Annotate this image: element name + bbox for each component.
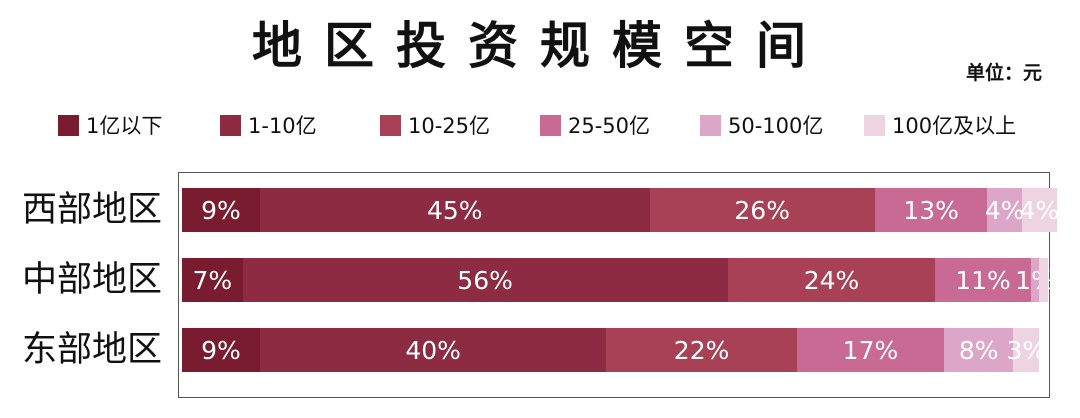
legend-item-2: 10-25亿 [380, 108, 490, 142]
bar-segment: 8% [944, 328, 1014, 372]
legend-swatch [864, 114, 885, 136]
bar-segment: 26% [649, 188, 875, 232]
legend-item-0: 1亿以下 [58, 108, 162, 142]
legend-label: 25-50亿 [568, 114, 651, 138]
data-label: 22% [673, 335, 730, 365]
bar-segment: 7% [182, 258, 243, 302]
legend-item-5: 100亿及以上 [864, 108, 1016, 142]
data-label: 13% [903, 195, 959, 225]
bar-segment [1039, 258, 1048, 302]
data-label: 40% [405, 335, 461, 365]
data-label: 24% [803, 265, 860, 295]
data-label: 4% [984, 195, 1025, 225]
legend-item-3: 25-50亿 [540, 108, 650, 142]
bar-segment: 4% [1019, 188, 1060, 232]
bar-segment: 9% [182, 328, 260, 372]
legend-swatch [220, 114, 241, 136]
legend-swatch [700, 114, 721, 136]
legend-item-1: 1-10亿 [220, 108, 317, 142]
category-label-central: 中部地区 [22, 260, 163, 300]
bar-row-east: 9% 40% 22% 17% 8% 3% [182, 328, 1048, 372]
legend-swatch [380, 114, 401, 136]
bar-segment: 9% [182, 188, 260, 232]
data-label: 4% [1019, 195, 1060, 225]
unit-label: 单位：元 [965, 62, 1042, 84]
bar-segment: 22% [606, 328, 797, 372]
data-label: 1% [1015, 265, 1055, 295]
data-label: 56% [457, 265, 513, 295]
legend-swatch [540, 114, 561, 136]
legend-label: 1亿以下 [86, 114, 163, 138]
legend-swatch [58, 114, 79, 136]
data-label: 26% [734, 195, 790, 225]
bar-segment: 4% [984, 188, 1025, 232]
bar-row-central: 7% 56% 24% 11% 1% [182, 258, 1055, 302]
data-label: 3% [1006, 335, 1047, 365]
data-label: 7% [192, 265, 233, 295]
bar-segment: 24% [727, 258, 936, 302]
data-label: 17% [842, 335, 899, 365]
bar-segment: 11% [935, 258, 1031, 302]
data-label: 8% [958, 335, 999, 365]
bar-segment: 45% [259, 188, 650, 232]
category-label-east: 东部地区 [22, 330, 163, 370]
data-label: 11% [955, 265, 1011, 295]
legend-label: 50-100亿 [728, 114, 824, 138]
bar-segment: 1% [1015, 258, 1055, 302]
data-label: 9% [201, 335, 241, 365]
legend-label: 1-10亿 [248, 114, 317, 138]
bar-segment: 17% [796, 328, 945, 372]
bar-row-west: 9% 45% 26% 13% 4% 4% [182, 188, 1059, 232]
bar-segment: 40% [259, 328, 607, 372]
bar-segment: 3% [1007, 328, 1046, 372]
legend-item-4: 50-100亿 [700, 108, 823, 142]
data-label: 45% [426, 195, 483, 225]
legend-label: 10-25亿 [408, 114, 491, 138]
legend-label: 100亿及以上 [892, 114, 1017, 138]
data-label: 9% [201, 195, 241, 225]
category-label-west: 西部地区 [22, 190, 163, 230]
chart-title: 地区投资规模空间 [252, 16, 828, 75]
bar-segment: 56% [242, 258, 728, 302]
bar-segment: 13% [874, 188, 988, 232]
legend: 1亿以下 1-10亿 10-25亿 25-50亿 50-100亿 100亿及以上 [58, 108, 1058, 142]
